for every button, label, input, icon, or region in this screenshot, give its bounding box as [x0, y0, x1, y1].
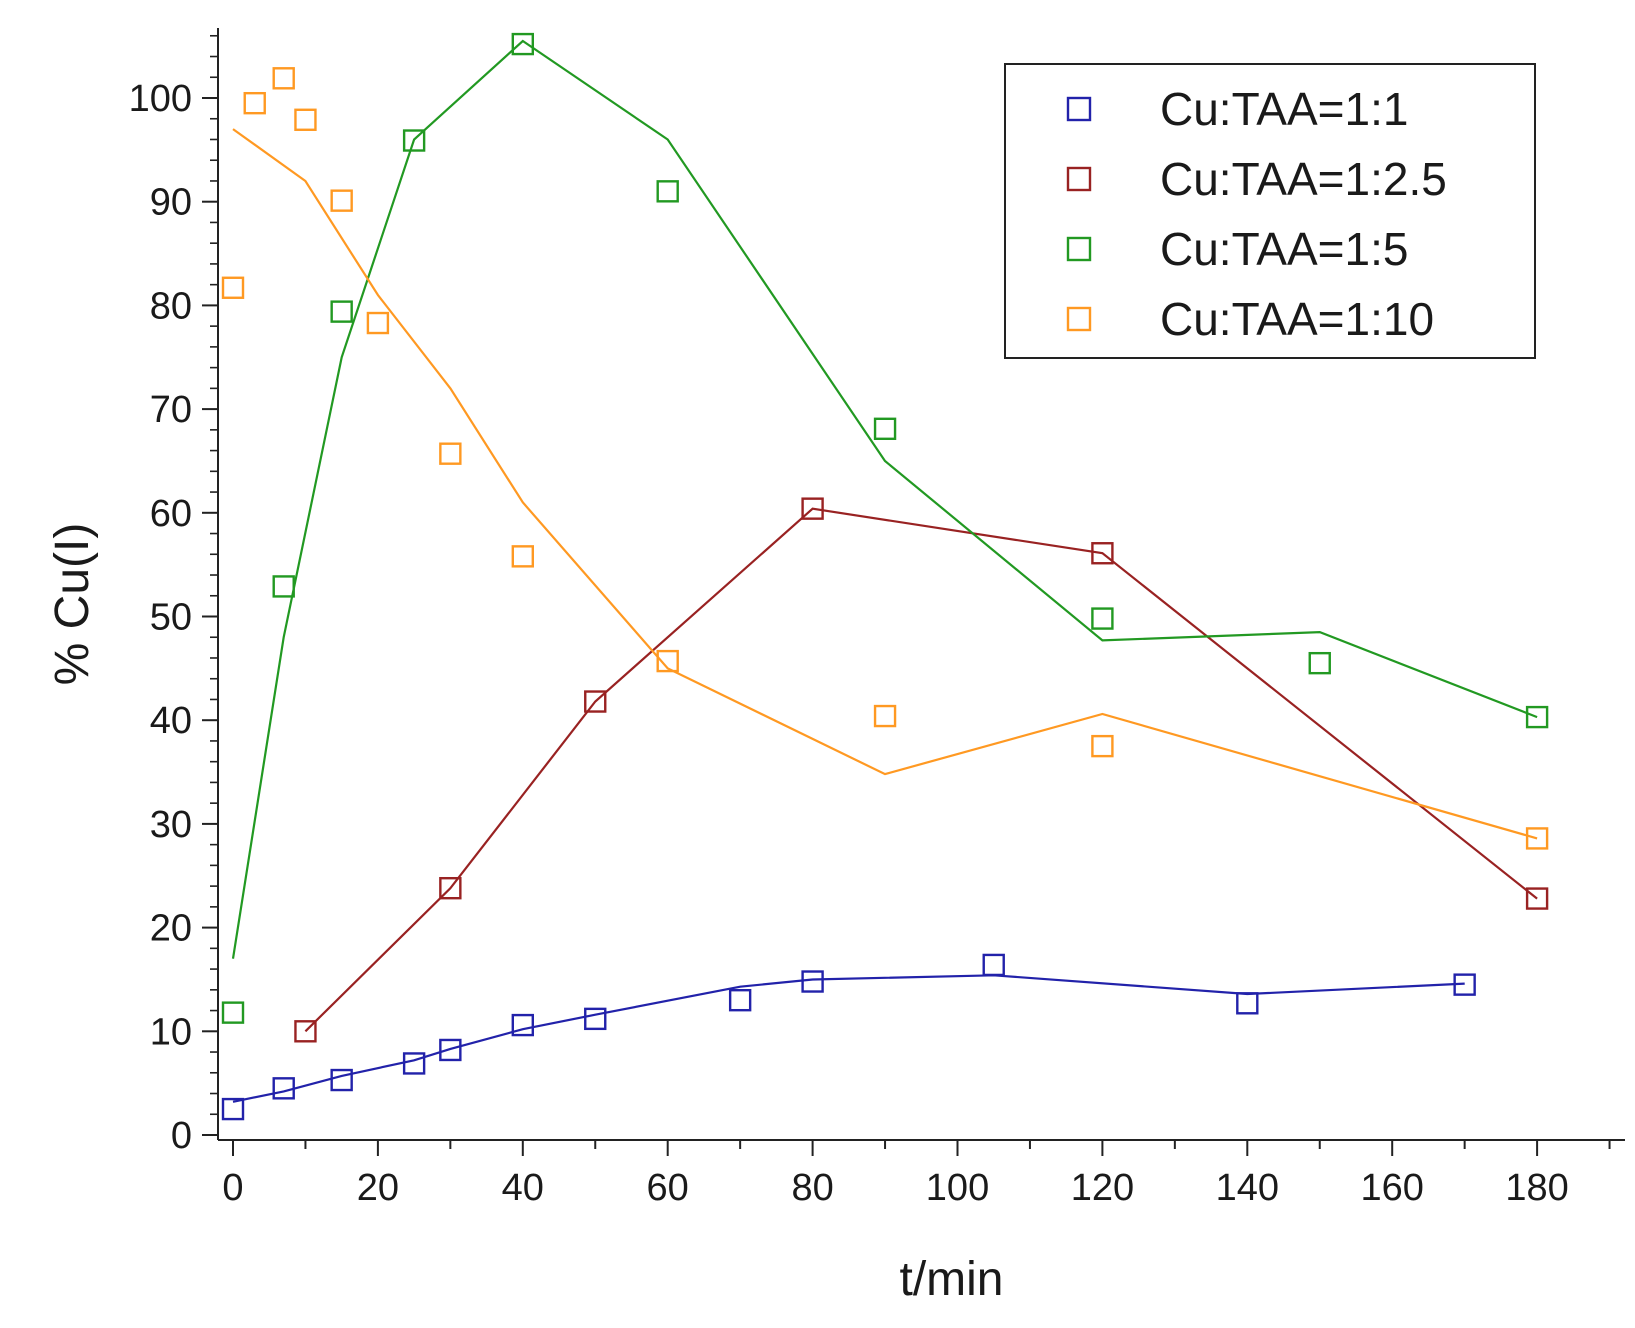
data-point-marker [366, 311, 390, 335]
data-points [221, 32, 1549, 1121]
x-tick-label: 0 [222, 1167, 243, 1209]
y-tick-label: 0 [171, 1115, 192, 1157]
data-point-marker [656, 180, 679, 203]
data-point-marker [1091, 734, 1114, 758]
y-tick-label: 40 [150, 700, 192, 742]
x-tick-label: 60 [647, 1167, 689, 1209]
legend-marker [1066, 96, 1092, 122]
data-point-marker [728, 988, 752, 1012]
data-point-marker [511, 545, 534, 568]
data-point-marker [873, 704, 897, 728]
data-point-marker [221, 1097, 245, 1121]
data-point-marker [272, 1077, 295, 1100]
y-tick-label: 20 [150, 908, 192, 950]
legend-label: Cu:TAA=1:10 [1160, 293, 1434, 345]
x-tick-label: 20 [357, 1167, 399, 1209]
y-tick-label: 30 [150, 804, 192, 846]
data-point-marker [221, 276, 245, 299]
legend-label: Cu:TAA=1:2.5 [1160, 153, 1447, 205]
data-point-marker [1308, 651, 1331, 675]
data-point-marker [1525, 705, 1549, 729]
data-point-marker [1525, 827, 1549, 850]
data-point-marker [873, 417, 897, 441]
data-point-marker [584, 1007, 607, 1031]
legend-marker [1066, 166, 1092, 192]
data-point-marker [1525, 887, 1549, 910]
x-tick-label: 180 [1505, 1167, 1568, 1209]
data-point-marker [1091, 542, 1114, 565]
legend-box [1004, 63, 1536, 359]
y-tick-label: 80 [150, 285, 192, 327]
y-tick-label: 50 [150, 597, 192, 639]
x-tick-label: 80 [791, 1167, 833, 1209]
data-point-marker [243, 91, 266, 115]
x-tick-label: 100 [926, 1167, 989, 1209]
legend-label: Cu:TAA=1:1 [1160, 83, 1408, 135]
data-point-marker [439, 876, 462, 900]
data-point-marker [1236, 992, 1259, 1015]
data-point-marker [402, 1052, 426, 1075]
y-tick-label: 60 [150, 493, 192, 535]
data-point-marker [330, 300, 353, 323]
data-point-marker [294, 1020, 317, 1043]
data-point-marker [272, 67, 295, 90]
data-point-marker [511, 32, 534, 56]
data-point-marker [272, 575, 295, 598]
y-tick-label: 70 [150, 389, 192, 431]
legend-marker [1066, 306, 1092, 332]
data-point-marker [584, 690, 607, 713]
x-tick-label: 120 [1071, 1167, 1134, 1209]
series-fit-line [231, 39, 1538, 959]
data-point-marker [511, 1013, 534, 1037]
data-point-marker [439, 442, 462, 465]
y-tick-label: 90 [150, 182, 192, 224]
legend-marker [1066, 236, 1092, 262]
legend-label: Cu:TAA=1:5 [1160, 223, 1408, 275]
data-point-marker [330, 189, 353, 212]
data-point-marker [402, 129, 426, 152]
data-point-marker [439, 1038, 462, 1062]
data-point-marker [801, 970, 824, 993]
data-point-marker [1091, 607, 1114, 630]
series-fit-line [232, 128, 1538, 840]
data-point-marker [294, 108, 317, 131]
series-fit-line [304, 507, 1538, 1033]
data-point-marker [221, 1001, 245, 1024]
y-tick-label: 100 [129, 78, 192, 120]
x-tick-label: 140 [1216, 1167, 1279, 1209]
data-point-marker [656, 649, 679, 673]
data-point-marker [1453, 973, 1476, 996]
y-axis-title: % Cu(I) [46, 523, 99, 686]
x-tick-label: 40 [502, 1167, 544, 1209]
x-axis-title: t/min [899, 1253, 1003, 1306]
data-point-marker [982, 953, 1005, 977]
data-point-marker [330, 1068, 353, 1092]
data-point-marker [801, 497, 824, 520]
legend: Cu:TAA=1:1 Cu:TAA=1:2.5 Cu:TAA=1:5 Cu:TAA=1… [1004, 63, 1536, 359]
y-tick-label: 10 [150, 1011, 192, 1053]
axes: 0 20 40 60 80 100 120 140 160 180 0 10 20 30 40 50 60 70 8… [129, 28, 1625, 1209]
x-tick-label: 160 [1360, 1167, 1423, 1209]
